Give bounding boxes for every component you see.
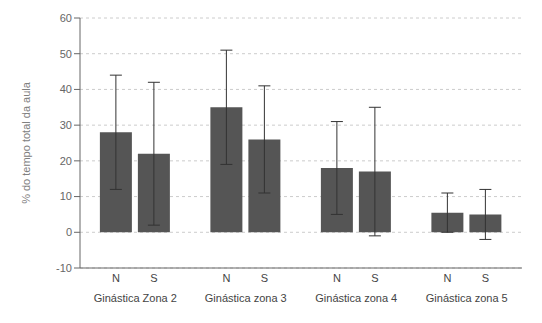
svg-text:Ginástica zona 4: Ginástica zona 4: [315, 292, 397, 304]
svg-text:40: 40: [60, 83, 72, 95]
svg-text:S: S: [482, 272, 489, 284]
svg-text:N: N: [443, 272, 451, 284]
svg-text:S: S: [261, 272, 268, 284]
svg-text:Ginástica zona 3: Ginástica zona 3: [205, 292, 287, 304]
svg-text:50: 50: [60, 48, 72, 60]
svg-text:20: 20: [60, 155, 72, 167]
svg-text:-10: -10: [56, 262, 72, 274]
svg-text:S: S: [371, 272, 378, 284]
svg-text:60: 60: [60, 12, 72, 24]
svg-text:30: 30: [60, 119, 72, 131]
svg-text:N: N: [333, 272, 341, 284]
svg-text:Ginástica zona 5: Ginástica zona 5: [426, 292, 508, 304]
svg-text:N: N: [112, 272, 120, 284]
svg-text:Ginástica Zona 2: Ginástica Zona 2: [94, 292, 177, 304]
svg-text:N: N: [222, 272, 230, 284]
svg-text:S: S: [150, 272, 157, 284]
svg-text:% do tempo total da aula: % do tempo total da aula: [20, 81, 32, 204]
svg-text:0: 0: [66, 226, 72, 238]
svg-text:10: 10: [60, 190, 72, 202]
